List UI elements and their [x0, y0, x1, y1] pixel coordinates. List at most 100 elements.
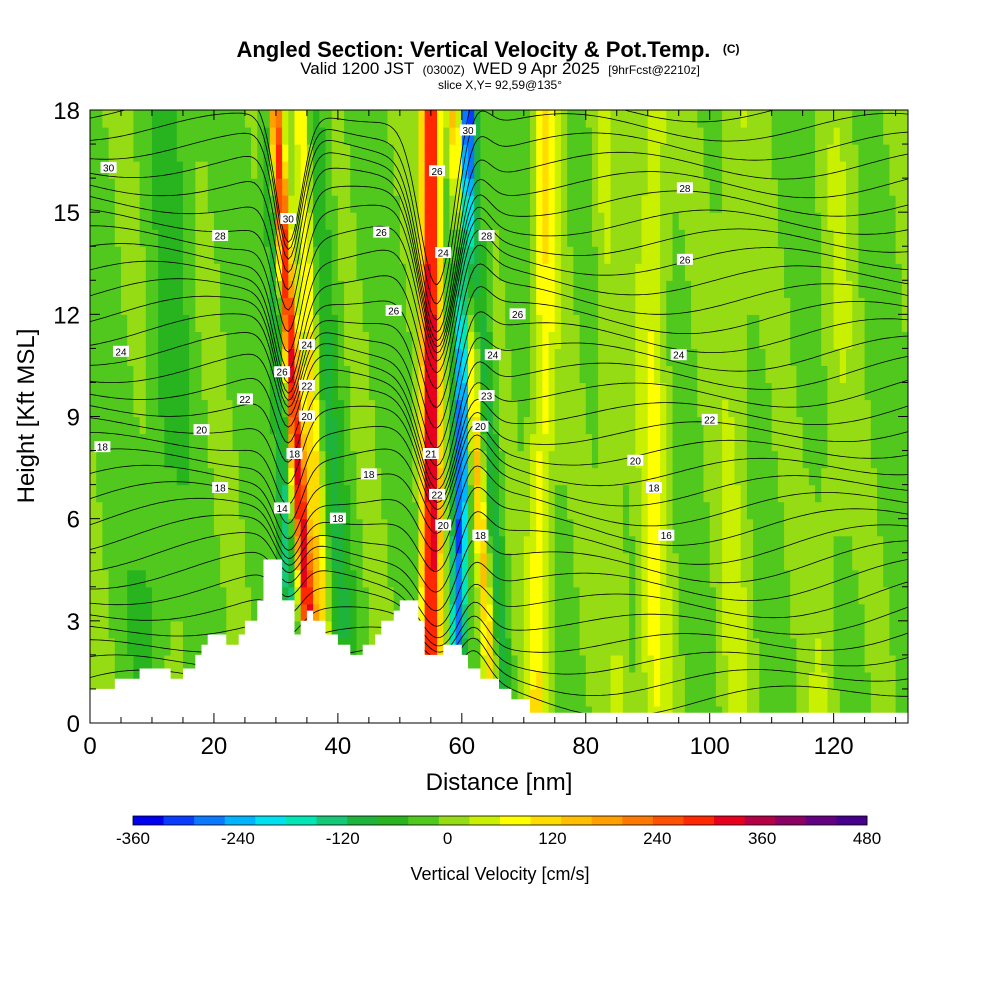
contour-label: 18 [97, 443, 109, 454]
velocity-cell [114, 569, 122, 588]
velocity-cell [616, 399, 624, 418]
velocity-cell [492, 161, 500, 179]
velocity-cell [808, 416, 816, 435]
velocity-cell [889, 501, 897, 520]
velocity-cell [226, 365, 234, 384]
velocity-cell [560, 229, 568, 247]
velocity-cell [796, 110, 804, 128]
velocity-cell [709, 280, 717, 298]
velocity-cell [461, 348, 469, 367]
velocity-cell [796, 433, 804, 452]
velocity-cell [90, 467, 97, 486]
velocity-cell [356, 280, 364, 298]
velocity-cell [536, 518, 543, 537]
contour-label: 20 [475, 422, 487, 433]
velocity-cell [585, 127, 593, 145]
velocity-cell [895, 416, 903, 435]
velocity-cell [666, 212, 674, 230]
velocity-cell [548, 178, 556, 196]
velocity-cell [232, 467, 240, 486]
velocity-cell [207, 161, 215, 179]
velocity-cell [176, 127, 184, 145]
velocity-cell [220, 280, 227, 298]
velocity-cell [430, 314, 438, 332]
velocity-cell [133, 433, 141, 452]
velocity-cell [821, 195, 829, 213]
contour-label-group: 26 [509, 308, 526, 321]
velocity-cell [579, 603, 587, 622]
velocity-cell [344, 484, 351, 503]
velocity-cell [480, 331, 488, 349]
velocity-cell [759, 688, 767, 707]
velocity-cell [443, 416, 451, 435]
velocity-cell [195, 501, 203, 520]
velocity-cell [604, 569, 612, 588]
velocity-cell [108, 399, 116, 418]
velocity-cell [852, 535, 860, 554]
velocity-cell [554, 263, 562, 281]
velocity-cell [684, 501, 692, 520]
velocity-cell [344, 416, 351, 435]
velocity-cell [734, 161, 742, 179]
velocity-cell [164, 433, 172, 452]
velocity-cell [313, 297, 320, 315]
velocity-cell [517, 688, 525, 707]
velocity-cell [182, 637, 190, 656]
velocity-cell [368, 382, 376, 401]
velocity-cell [703, 399, 711, 418]
velocity-cell [548, 603, 556, 622]
velocity-cell [777, 535, 785, 554]
velocity-cell [808, 586, 816, 605]
velocity-cell [251, 399, 258, 418]
velocity-cell [734, 654, 742, 673]
velocity-cell [232, 314, 240, 332]
velocity-cell [195, 450, 203, 469]
velocity-cell [319, 229, 327, 247]
velocity-cell [858, 569, 866, 588]
velocity-cell [337, 416, 345, 435]
velocity-cell [480, 195, 488, 213]
velocity-cell [616, 331, 624, 349]
velocity-cell [610, 212, 618, 230]
velocity-cell [461, 484, 469, 503]
velocity-cell [567, 280, 574, 298]
velocity-cell [536, 569, 543, 588]
velocity-cell [883, 467, 891, 486]
velocity-cell [368, 280, 376, 298]
velocity-cell [449, 161, 457, 179]
contour-label-box [100, 161, 117, 173]
velocity-cell [151, 348, 159, 367]
velocity-cell [182, 178, 190, 196]
velocity-cell [740, 416, 748, 435]
velocity-cell [418, 586, 426, 605]
velocity-cell [629, 671, 636, 690]
velocity-cell [406, 280, 413, 298]
velocity-cell [660, 263, 667, 281]
velocity-cell [870, 144, 878, 162]
velocity-cell [362, 603, 370, 622]
velocity-cell [170, 127, 178, 145]
velocity-cell [889, 433, 897, 452]
velocity-cell [437, 178, 444, 196]
velocity-cell [331, 297, 339, 315]
velocity-cell [176, 620, 184, 639]
velocity-cell [808, 620, 816, 639]
velocity-cell [424, 620, 432, 639]
velocity-cell [486, 399, 494, 418]
velocity-cell [635, 161, 643, 179]
velocity-cell [573, 518, 581, 537]
velocity-cell [560, 450, 568, 469]
velocity-cell [666, 586, 674, 605]
velocity-cell [567, 450, 574, 469]
velocity-cell [381, 501, 389, 520]
velocity-cell [728, 382, 736, 401]
velocity-cell [114, 382, 122, 401]
velocity-cell [598, 671, 605, 690]
velocity-cell [666, 535, 674, 554]
velocity-cell [319, 297, 327, 315]
velocity-cell [337, 450, 345, 469]
velocity-cell [852, 484, 860, 503]
velocity-cell [852, 144, 860, 162]
velocity-cell [554, 569, 562, 588]
velocity-cell [746, 518, 754, 537]
